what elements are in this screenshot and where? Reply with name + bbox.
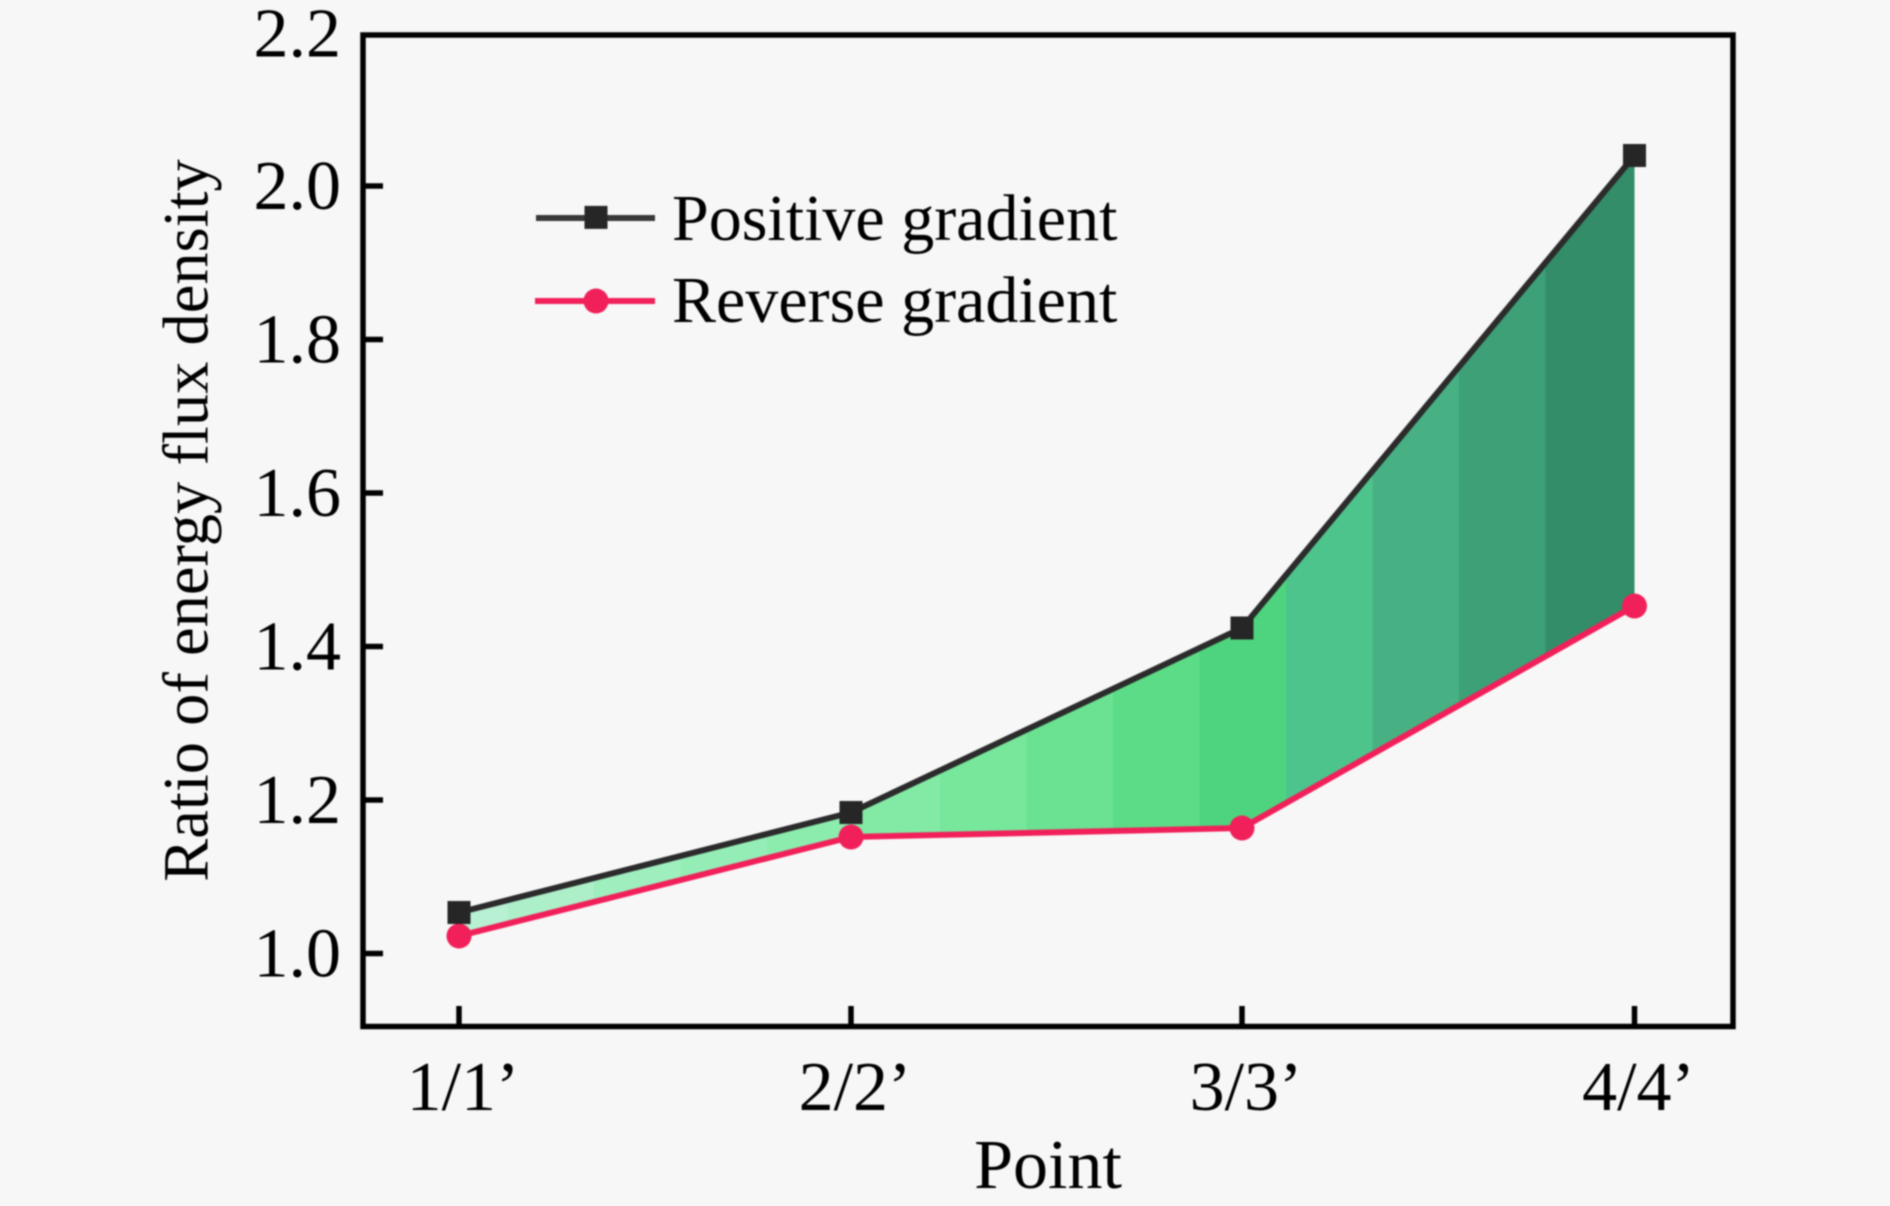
svg-text:1.0: 1.0 — [254, 916, 342, 993]
svg-text:2/2’: 2/2’ — [799, 1049, 912, 1126]
svg-text:Positive gradient: Positive gradient — [672, 182, 1117, 255]
svg-text:1.8: 1.8 — [254, 302, 342, 379]
svg-text:1.2: 1.2 — [254, 762, 342, 839]
svg-text:1.6: 1.6 — [254, 455, 342, 532]
svg-text:Point: Point — [974, 1127, 1122, 1204]
svg-text:2.0: 2.0 — [254, 148, 342, 225]
svg-text:2.2: 2.2 — [254, 0, 342, 73]
svg-text:4/4’: 4/4’ — [1582, 1049, 1695, 1126]
svg-text:1.4: 1.4 — [254, 609, 342, 686]
svg-text:Ratio of energy flux density: Ratio of energy flux density — [151, 159, 222, 882]
svg-text:Reverse gradient: Reverse gradient — [672, 264, 1117, 337]
svg-text:3/3’: 3/3’ — [1190, 1049, 1303, 1126]
svg-text:1/1’: 1/1’ — [407, 1049, 520, 1126]
